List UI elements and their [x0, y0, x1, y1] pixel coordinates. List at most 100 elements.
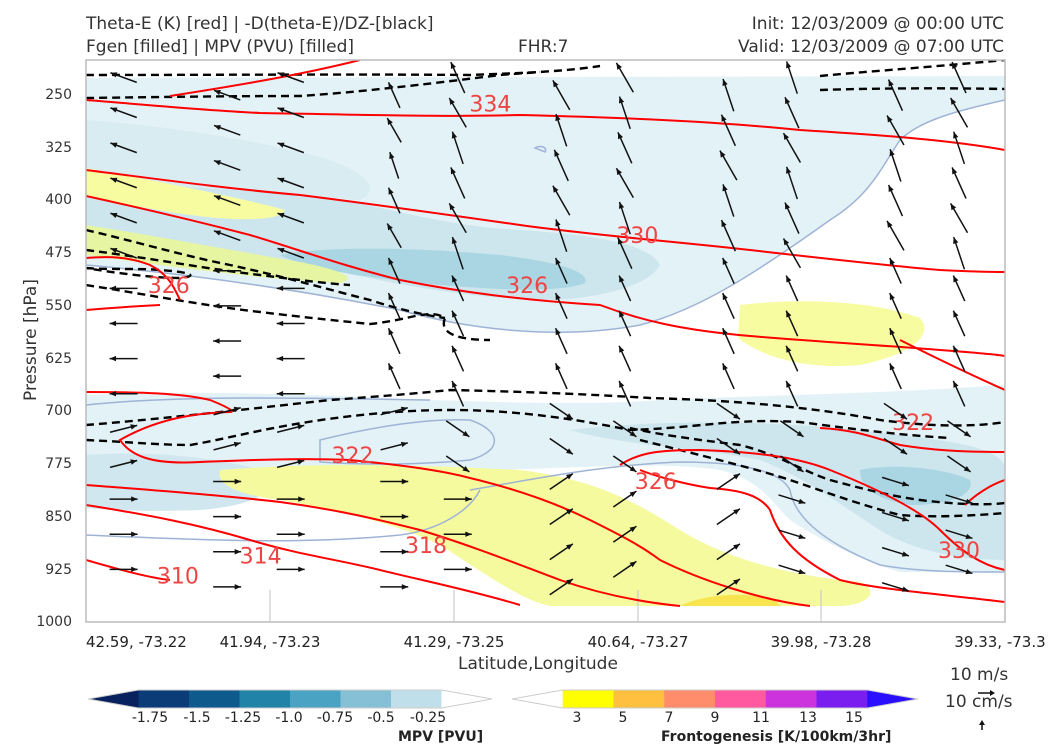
wind-arrowhead [276, 355, 284, 362]
wind-arrowhead [109, 390, 117, 397]
wind-reference-cms: 10 cm/s [945, 692, 1013, 712]
mpv-contour [533, 145, 547, 153]
wind-arrowhead [555, 293, 561, 301]
wind-arrowhead [110, 248, 118, 254]
mpv-contour [86, 397, 496, 465]
ddz-contours [86, 60, 1005, 518]
wind-arrowhead [234, 584, 242, 590]
wind-arrowhead [465, 496, 472, 502]
mpv-colorbar-label: -1.75 [131, 710, 169, 726]
wind-arrowhead [388, 293, 394, 301]
wind-arrowhead [400, 441, 408, 448]
plot-frame [85, 59, 1006, 623]
wind-arrowhead [109, 320, 117, 327]
wind-arrowhead [554, 149, 560, 157]
wind-arrowhead [722, 293, 728, 301]
wind-arrowhead [616, 62, 622, 70]
wind-arrowhead [617, 237, 624, 245]
wind-arrowhead [110, 142, 118, 148]
y-tick-label: 250 [45, 87, 72, 103]
wind-arrowhead [110, 107, 118, 113]
wind-arrowhead [449, 203, 455, 211]
wind-arrowhead [618, 96, 625, 104]
wind-arrowhead [566, 508, 573, 515]
wind-arrowhead [298, 566, 305, 573]
mpv-colorbar-segment [391, 690, 442, 708]
wind-arrowhead [629, 526, 637, 533]
wind-arrowhead [619, 310, 625, 318]
mpv-colorbar-label: -0.25 [409, 710, 447, 726]
theta-e-label: 326 [506, 274, 548, 299]
theta-e-label: 330 [938, 539, 980, 564]
wind-arrowhead [555, 219, 561, 227]
wind-arrowhead [555, 114, 561, 122]
wind-arrowhead [234, 478, 242, 485]
mpv-colorbar-segment [290, 690, 341, 708]
x-tick-label: 42.59, -73.22 [86, 633, 187, 651]
wind-arrowhead [566, 578, 573, 585]
wind-arrowhead [449, 97, 455, 105]
wind-arrowhead [452, 310, 458, 318]
wind-arrowhead [276, 320, 284, 327]
wind-vector-group [109, 61, 973, 596]
wind-arrowhead [387, 223, 393, 231]
wind-arrowhead [722, 363, 728, 371]
wind-arrowhead [462, 430, 470, 437]
mpv-colorbar-outline [87, 689, 493, 709]
wind-arrowhead [953, 275, 959, 283]
wind-arrowhead [798, 533, 806, 540]
wind-arrowhead [901, 586, 909, 592]
fgen-colorbar-segment [816, 690, 868, 708]
wind-reference-arrows [978, 690, 995, 730]
wind-arrowhead [552, 80, 559, 88]
mpv-colorbar-segment [340, 690, 392, 708]
theta-e-label: 310 [157, 565, 199, 590]
wind-arrowhead [900, 448, 908, 455]
wind-arrowhead [400, 406, 408, 413]
fgen-fill-lower-peak [680, 594, 780, 606]
wind-arrowhead [213, 373, 220, 379]
theta-e-label-group: 334 330 326 326 326 322 322 318 314 310 330 [148, 93, 980, 590]
wind-arrowhead [953, 237, 959, 245]
wind-arrowhead [401, 513, 409, 520]
wind-arrowhead [953, 131, 959, 139]
x-tick-label: 40.64, -73.27 [587, 633, 689, 651]
mpv-colorbar-label: -1.25 [224, 710, 262, 726]
wind-arrowhead [110, 177, 118, 183]
wind-arrowhead [963, 430, 971, 437]
wind-arrowhead [131, 496, 138, 502]
wind-arrowhead [783, 238, 790, 246]
wind-arrowhead [213, 160, 221, 166]
wind-arrowhead [616, 168, 622, 176]
wind-arrowhead [901, 551, 909, 557]
wind-arrowhead [213, 230, 221, 236]
wind-arrowhead [388, 187, 394, 195]
fgen-colorbar-segment [512, 690, 563, 708]
wind-arrowhead [785, 97, 791, 105]
mpv-contour [469, 461, 1005, 573]
y-tick-label: 475 [45, 245, 72, 261]
wind-arrowhead [277, 142, 285, 148]
wind-arrowhead [298, 496, 305, 502]
wind-arrowhead [798, 568, 806, 575]
wind-arrowhead [277, 177, 285, 183]
chart-title-line1: Theta-E (K) [red] | -D(theta-E)/DZ-[blac… [86, 14, 434, 34]
wind-arrowhead [798, 498, 806, 504]
wind-arrowhead [389, 152, 395, 160]
wind-arrowhead [722, 257, 728, 265]
fgen-colorbar-label: 7 [664, 710, 674, 726]
wind-arrowhead [619, 345, 625, 353]
wind-arrowhead [450, 62, 456, 70]
wind-arrowhead [213, 268, 220, 274]
wind-arrowhead [619, 380, 625, 388]
mpv-colorbar-label: -1.5 [183, 710, 211, 726]
wind-arrowhead [401, 584, 409, 590]
wind-arrowhead [388, 257, 394, 265]
y-tick-label: 1000 [36, 614, 72, 630]
wind-arrowhead [887, 220, 893, 228]
theta-e-label: 334 [469, 93, 511, 118]
y-tick-label: 625 [45, 351, 72, 367]
y-tick-label: 850 [45, 509, 72, 525]
theta-e-label: 322 [892, 411, 934, 436]
wind-arrowhead [213, 338, 220, 344]
